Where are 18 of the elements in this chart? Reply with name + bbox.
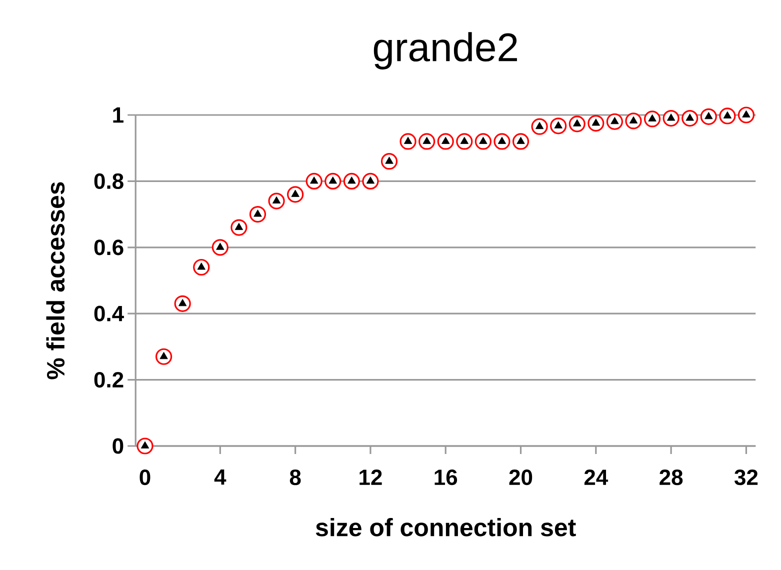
y-tick-label: 0: [112, 438, 124, 454]
x-tick-label: 8: [290, 470, 301, 486]
y-tick-label: 0.6: [94, 240, 124, 256]
y-axis-title: % field accesses: [46, 182, 65, 380]
y-tick-label: 0.4: [94, 306, 124, 322]
x-tick-label: 32: [734, 470, 758, 486]
x-tick-label: 24: [584, 470, 608, 485]
x-tick-label: 4: [214, 470, 226, 485]
y-tick-label: 0.2: [94, 372, 124, 388]
x-tick-label: 20: [509, 470, 532, 486]
x-tick-label: 12: [360, 470, 382, 485]
y-tick-label: 1: [113, 107, 124, 123]
x-tick-label: 0: [140, 470, 150, 486]
x-axis-title: size of connection set: [316, 518, 576, 536]
x-tick-label: 28: [660, 470, 683, 486]
chart-title: grande2: [374, 32, 517, 70]
x-tick-label: 16: [434, 470, 458, 486]
y-tick-label: 0.8: [94, 173, 124, 189]
